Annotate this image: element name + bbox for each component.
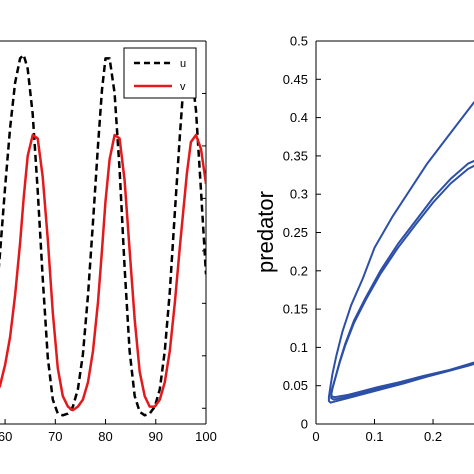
time-series-lines [0, 53, 206, 417]
time-series-x-ticks: 60 70 80 90 100 [0, 419, 217, 444]
y-tick-label: 0.1 [290, 340, 308, 355]
y-tick-label: 0.05 [283, 378, 308, 393]
chart-legend: u v [123, 47, 197, 99]
series-line-u [0, 53, 206, 417]
x-tick-label: 90 [149, 429, 163, 444]
series-line-v [0, 133, 206, 412]
x-tick-label: 60 [0, 429, 12, 444]
y-tick-label: 0.25 [283, 225, 308, 240]
x-tick-label: 0.2 [424, 429, 442, 444]
legend-label-u: u [180, 58, 186, 70]
x-tick-label: 0.1 [365, 429, 383, 444]
time-series-chart: 60 70 80 90 100 u v [0, 40, 217, 444]
y-axis-label-predator: predator [253, 191, 278, 273]
legend-box [123, 47, 197, 99]
x-tick-label: 80 [98, 429, 112, 444]
y-tick-label: 0.4 [290, 110, 308, 125]
y-tick-label: 0.15 [283, 302, 308, 317]
x-tick-label: 100 [195, 429, 217, 444]
y-tick-label: 0.3 [290, 187, 308, 202]
orbit-line-1 [327, 101, 474, 404]
orbit-line-3 [330, 164, 474, 399]
y-tick-label: 0 [301, 417, 308, 432]
y-tick-label: 0.5 [290, 34, 308, 49]
phase-portrait-chart: 0 0.05 0.1 0.15 0.2 0.25 0.3 0.35 0.4 0.45 0.5 0 0.1… [253, 34, 474, 445]
orbit-line-2 [330, 159, 474, 401]
legend-label-v: v [180, 81, 186, 93]
y-tick-label: 0.35 [283, 148, 308, 163]
phase-portrait-ticks: 0 0.05 0.1 0.15 0.2 0.25 0.3 0.35 0.4 0.45 0.5 0 0.1… [283, 34, 442, 445]
phase-portrait-orbits [327, 101, 474, 404]
phase-portrait-axes [315, 40, 474, 425]
y-tick-label: 0.2 [290, 263, 308, 278]
x-tick-label: 70 [48, 429, 62, 444]
y-tick-label: 0.45 [283, 72, 308, 87]
x-tick-label: 0 [312, 429, 319, 444]
